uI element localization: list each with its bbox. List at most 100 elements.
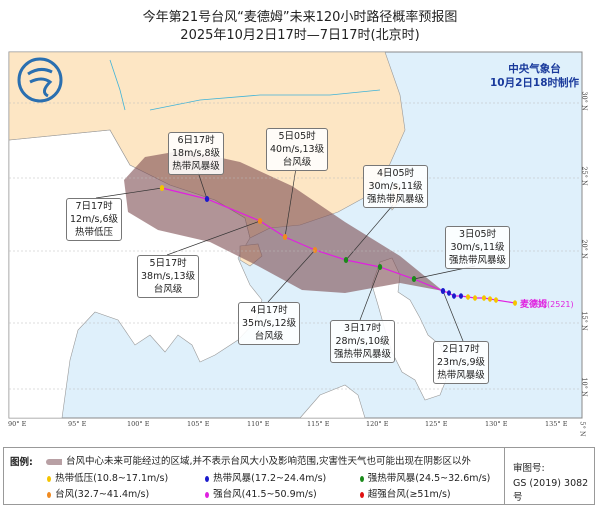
forecast-time: 6日17时 (177, 135, 215, 146)
forecast-time: 4日05时 (376, 168, 415, 179)
typhoon-id: (2521) (547, 300, 574, 309)
forecast-label: 4日05时 30m/s,11级 强热带风暴级 (363, 165, 429, 208)
past-track-point (482, 295, 486, 301)
legend-label: 强热带风暴(24.5~32.6m/s) (367, 473, 491, 484)
past-track-point (452, 293, 456, 299)
forecast-label: 4日17时 35m/s,12级 台风级 (238, 302, 301, 345)
lon-tick-label: 125° E (425, 420, 448, 428)
label-leader-line (442, 290, 464, 342)
issued-time: 10月2日18时制作 (490, 77, 580, 89)
forecast-time: 5日17时 (149, 258, 187, 269)
lon-tick-label: 120° E (366, 420, 389, 428)
category-dot-icon (359, 475, 364, 482)
map-title: 今年第21号台风“麦德姆”未来120小时路径概率预报图 (142, 10, 458, 25)
forecast-label: 5日05时 40m/s,13级 台风级 (266, 128, 329, 171)
lon-tick-label: 135° E (545, 420, 568, 428)
forecast-label: 6日17时 18m/s,8级 热带风暴级 (168, 132, 225, 175)
cma-logo (17, 57, 63, 103)
forecast-point[interactable] (343, 257, 349, 263)
legend-item: 强台风(41.5~50.9m/s) (205, 486, 317, 500)
label-leader-line (267, 249, 316, 303)
past-track-point (466, 294, 470, 300)
river (109, 59, 381, 111)
lat-tick-label: 20° N (580, 239, 589, 259)
forecast-wind: 40m/s,13级 (270, 144, 325, 155)
forecast-point[interactable] (204, 196, 210, 202)
lon-tick-label: 130° E (485, 420, 508, 428)
legend-cone: 台风中心未来可能经过的区域,并不表示台风大小及影响范围,灾害性天气也可能出现在阴… (46, 453, 471, 467)
past-track-point (459, 293, 463, 299)
forecast-grade: 热带低压 (75, 227, 114, 238)
land-borneo (299, 384, 366, 419)
forecast-label: 5日17时 38m/s,13级 台风级 (137, 255, 200, 298)
typhoon-name: 麦德姆 (520, 300, 548, 310)
legend-item: 强热带风暴(24.5~32.6m/s) (359, 470, 491, 484)
label-leader-line (197, 171, 208, 200)
forecast-time: 3日05时 (458, 229, 497, 240)
forecast-point[interactable] (312, 247, 318, 253)
forecast-time: 2日17时 (442, 344, 480, 355)
forecast-point[interactable] (159, 185, 165, 191)
label-leader-line (359, 266, 381, 321)
legend-item: 超强台风(≥51m/s) (359, 486, 451, 500)
lon-tick-label: 115° E (307, 420, 330, 428)
forecast-label: 3日05时 30m/s,11级 强热带风暴级 (445, 226, 511, 269)
forecast-wind: 28m/s,10级 (335, 336, 390, 347)
lon-tick-label: 90° E (8, 420, 27, 428)
forecast-point[interactable] (282, 234, 288, 240)
map-subtitle: 2025年10月2日17时—7日17时(北京时) (180, 28, 420, 43)
category-dot-icon (47, 491, 52, 498)
legend-item: 热带低压(10.8~17.1m/s) (47, 470, 168, 484)
forecast-point[interactable] (440, 288, 446, 294)
legend-item: 热带风暴(17.2~24.4m/s) (205, 470, 326, 484)
past-track-point (447, 290, 451, 296)
forecast-wind: 12m/s,6级 (70, 214, 119, 225)
typhoon-name-label: 麦德姆(2521) (520, 297, 574, 310)
legend-label: 台风(32.7~41.4m/s) (55, 489, 150, 500)
label-leader-line (166, 220, 261, 256)
category-dot-icon (359, 491, 364, 498)
forecast-grade: 台风级 (153, 284, 183, 295)
forecast-grade: 热带风暴级 (437, 370, 485, 381)
legend-label: 热带低压(10.8~17.1m/s) (55, 473, 169, 484)
forecast-time: 5日05时 (278, 131, 316, 142)
forecast-point[interactable] (411, 276, 417, 282)
forecast-wind: 30m/s,11级 (450, 242, 505, 253)
forecast-wind: 23m/s,9级 (437, 357, 486, 368)
approval-number: GS (2019) 3082号 (513, 478, 589, 503)
forecast-label: 7日17时 12m/s,6级 热带低压 (66, 198, 123, 241)
lat-tick-label: 30° N (580, 91, 589, 111)
label-leader-line (95, 187, 163, 199)
cone-swatch-icon (46, 458, 62, 465)
past-track-point (513, 300, 517, 306)
forecast-grade: 热带风暴级 (172, 161, 220, 172)
past-track-point (473, 295, 477, 301)
past-track-point (488, 296, 492, 302)
agency-name: 中央气象台 (508, 63, 561, 75)
lat-tick-label: 5° N (578, 421, 587, 437)
forecast-grade: 台风级 (254, 331, 284, 342)
cone-description: 台风中心未来可能经过的区域,并不表示台风大小及影响范围,灾害性天气也可能出现在阴… (66, 456, 472, 467)
forecast-label: 3日17时 28m/s,10级 强热带风暴级 (330, 320, 396, 363)
legend-label: 强台风(41.5~50.9m/s) (213, 489, 317, 500)
forecast-wind: 30m/s,11级 (368, 181, 423, 192)
lat-tick-label: 15° N (580, 311, 589, 331)
forecast-label: 2日17时 23m/s,9级 热带风暴级 (433, 341, 490, 384)
forecast-wind: 18m/s,8级 (172, 148, 221, 159)
legend-label: 热带风暴(17.2~24.4m/s) (213, 473, 327, 484)
forecast-grade: 强热带风暴级 (334, 349, 392, 360)
forecast-wind: 35m/s,12级 (242, 318, 297, 329)
lon-tick-label: 95° E (68, 420, 87, 428)
forecast-grade: 强热带风暴级 (367, 194, 425, 205)
forecast-time: 7日17时 (75, 201, 113, 212)
forecast-point[interactable] (377, 264, 383, 270)
category-dot-icon (205, 475, 210, 482)
forecast-grade: 强热带风暴级 (449, 255, 507, 266)
forecast-point[interactable] (257, 218, 263, 224)
approval-label: 审图号: (513, 463, 545, 474)
past-track-point (494, 297, 498, 303)
forecast-time: 4日17时 (250, 305, 288, 316)
legend-label: 超强台风(≥51m/s) (367, 489, 451, 500)
legend-title: 图例: (10, 457, 33, 468)
